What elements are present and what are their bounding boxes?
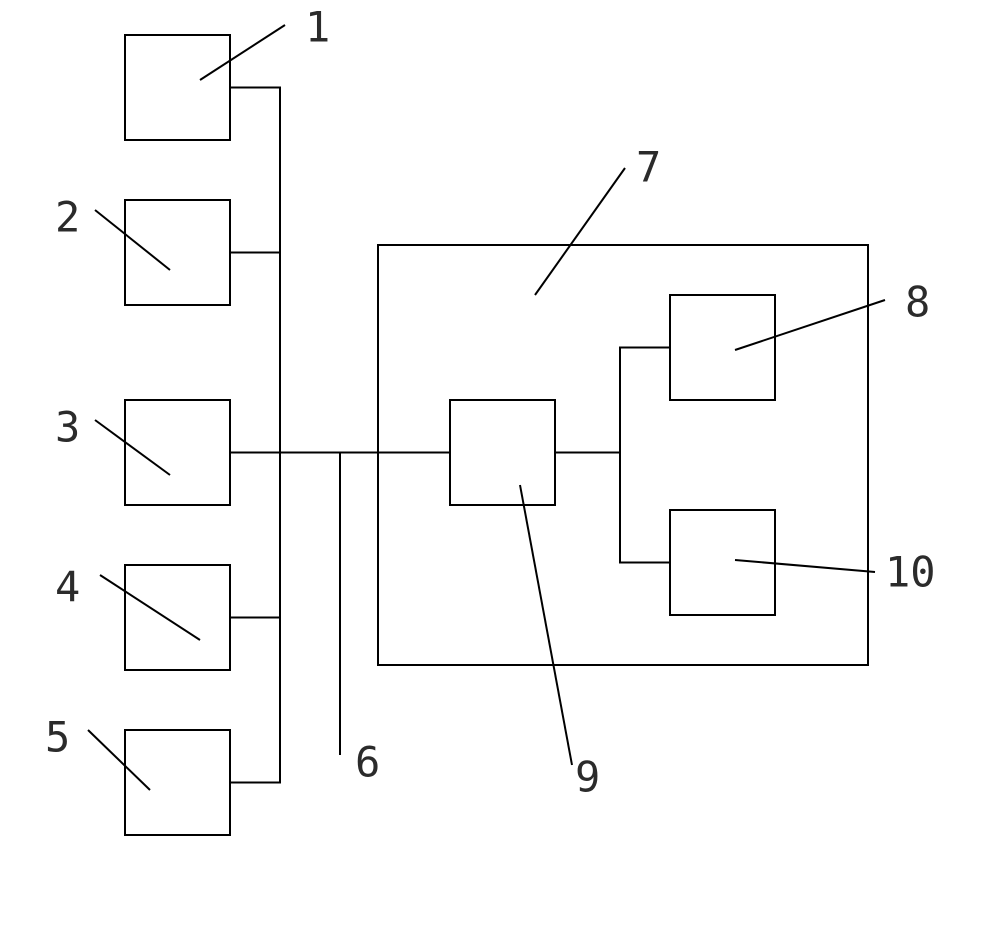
leader-line-8 — [735, 300, 885, 350]
leader-line-1 — [200, 25, 285, 80]
leader-line-10 — [735, 560, 875, 572]
box-b8 — [670, 295, 775, 400]
box-b1 — [125, 35, 230, 140]
wire-0 — [230, 88, 280, 453]
label-9: 9 — [575, 753, 600, 802]
label-10: 10 — [885, 548, 936, 597]
box-b7 — [378, 245, 868, 665]
leader-line-7 — [535, 168, 625, 295]
label-6: 6 — [355, 738, 380, 787]
leader-line-5 — [88, 730, 150, 790]
label-7: 7 — [636, 143, 661, 192]
label-5: 5 — [45, 713, 70, 762]
leader-line-9 — [520, 485, 572, 765]
box-b4 — [125, 565, 230, 670]
wire-6 — [620, 453, 670, 563]
leader-line-3 — [95, 420, 170, 475]
leader-line-2 — [95, 210, 170, 270]
leaders-layer: 1 2 3 4 5 6 7 8 9 10 — [45, 3, 936, 802]
box-b5 — [125, 730, 230, 835]
box-b2 — [125, 200, 230, 305]
label-1: 1 — [305, 3, 330, 52]
label-2: 2 — [55, 193, 80, 242]
wire-1 — [230, 253, 280, 453]
block-diagram: 1 2 3 4 5 6 7 8 9 10 — [0, 0, 1000, 925]
box-b9 — [450, 400, 555, 505]
label-3: 3 — [55, 403, 80, 452]
label-4: 4 — [55, 563, 80, 612]
wire-5 — [555, 348, 670, 453]
leader-line-4 — [100, 575, 200, 640]
label-8: 8 — [905, 278, 930, 327]
wire-2 — [230, 453, 280, 618]
boxes-layer — [125, 35, 868, 835]
